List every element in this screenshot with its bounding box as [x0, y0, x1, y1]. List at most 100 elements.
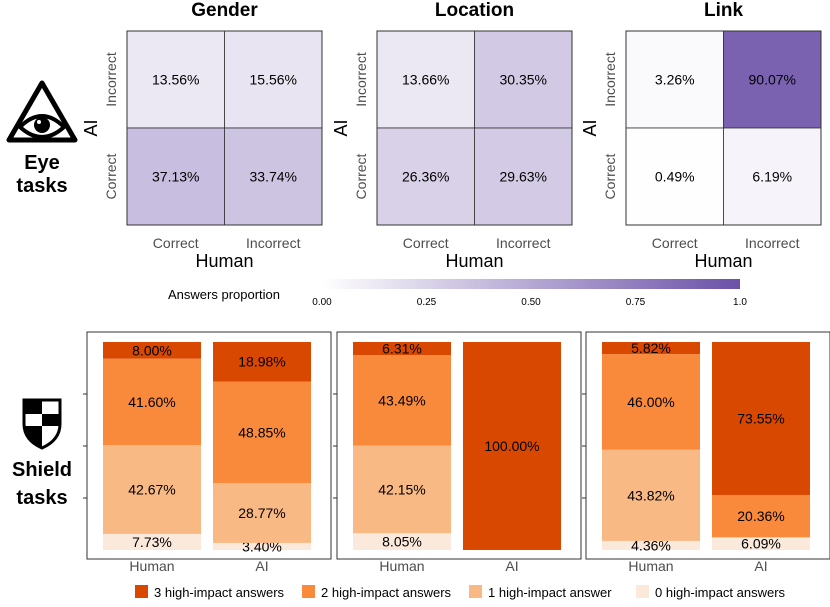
heatmap-location: Location 13.66% 30.35% 26.36% 29.63% Correct I…	[331, 0, 573, 271]
legend-swatch	[135, 585, 148, 598]
colorbar-tick-label: 0.50	[521, 297, 541, 308]
heatmap-link: Link 3.26% 90.07% 0.49% 6.19% Correct Incorrec…	[580, 0, 822, 271]
bar-x-tick-label: Human	[129, 558, 174, 574]
heatmap-cell	[126, 127, 225, 226]
bar-segment	[103, 533, 201, 550]
heatmap-cell	[224, 30, 323, 129]
bar-segment	[602, 354, 700, 450]
heatmap-cell	[625, 30, 724, 129]
heatmap-cell-label: 13.66%	[402, 72, 449, 88]
heatmap-cell-label: 3.26%	[655, 72, 695, 88]
heatmap-y-tick-label: Correct	[602, 153, 618, 199]
heatmap-y-tick-label: Incorrect	[602, 52, 618, 107]
bar-segment	[213, 483, 311, 543]
stacked-bar-panel-link: 4.36% 43.82% 46.00% 5.82% Human 6.09% 20.36% 73…	[582, 331, 830, 574]
heatmap-cell-label: 6.19%	[752, 169, 792, 185]
heatmap-cell-label: 33.74%	[250, 169, 297, 185]
bar-segment	[602, 540, 700, 550]
heatmap-cell	[723, 127, 822, 226]
heatmap-x-tick-label: Incorrect	[246, 235, 301, 251]
heatmap-cell-label: 29.63%	[500, 169, 547, 185]
bar-segment-label: 73.55%	[737, 410, 784, 426]
bar-x-tick-label: Human	[379, 558, 424, 574]
bar-segment-label: 18.98%	[238, 354, 285, 370]
heatmap-gender: Gender 13.56% 15.56% 37.13% 33.74% Correct Inc…	[81, 0, 323, 271]
shield-tasks-label-line1: Shield	[12, 459, 72, 481]
bar-segment	[103, 342, 201, 359]
legend-label: 0 high-impact answers	[655, 585, 786, 600]
bar-segment	[353, 445, 451, 534]
bar-x-tick-label: AI	[255, 558, 268, 574]
heatmap-y-axis-title: AI	[331, 119, 351, 136]
bar-x-tick-label: AI	[754, 558, 767, 574]
heatmap-x-tick-label: Correct	[652, 235, 698, 251]
bar-x-tick-label: AI	[505, 558, 518, 574]
heatmap-cell-label: 30.35%	[500, 72, 547, 88]
heatmap-title: Gender	[191, 0, 258, 21]
bar-segment-label: 28.77%	[238, 505, 285, 521]
bar-segment	[712, 494, 810, 538]
heatmap-cell	[474, 30, 573, 129]
stacked-bar-panel-gender: 7.73%42.67%41.60%8.00%Human3.40%28.77%48…	[83, 331, 332, 574]
heatmap-cell-label: 0.49%	[655, 169, 695, 185]
heatmap-x-axis-title: Human	[445, 251, 503, 271]
shield-tasks-label-line2: tasks	[16, 487, 67, 509]
heatmap-cell	[474, 127, 573, 226]
heatmap-x-tick-label: Correct	[403, 235, 449, 251]
bar-segment-label: 6.31%	[382, 341, 422, 357]
eye-in-triangle-icon	[6, 80, 78, 143]
heatmap-x-axis-title: Human	[195, 251, 253, 271]
bar-segment-label: 42.67%	[128, 482, 175, 498]
eye-tasks-label-line2: tasks	[16, 175, 67, 197]
bar-segment	[712, 342, 810, 495]
legend-label: 1 high-impact answer	[488, 585, 612, 600]
colorbar	[322, 279, 740, 289]
bar-segment-label: 100.00%	[484, 438, 539, 454]
legend-label: 2 high-impact answers	[321, 585, 452, 600]
eye-tasks-label-line1: Eye	[24, 152, 60, 174]
heatmap-y-axis-title: AI	[81, 119, 101, 136]
heatmap-title: Link	[704, 0, 743, 21]
bar-segment-label: 41.60%	[128, 394, 175, 410]
colorbar-title: Answers proportion	[168, 287, 280, 302]
heatmap-x-tick-label: Incorrect	[496, 235, 551, 251]
heatmap-y-tick-label: Correct	[353, 153, 369, 199]
bar-segment	[602, 449, 700, 541]
bar-segment-label: 20.36%	[737, 508, 784, 524]
bar-segment	[353, 342, 451, 356]
bar-segment-label: 46.00%	[627, 394, 674, 410]
bar-segment-label: 8.00%	[132, 342, 172, 358]
heatmap-border	[126, 30, 323, 226]
bar-segment	[213, 381, 311, 484]
heatmap-y-tick-label: Incorrect	[103, 52, 119, 107]
bar-x-tick-label: Human	[628, 558, 673, 574]
bar-segment-label: 43.82%	[627, 487, 674, 503]
legend-swatch	[302, 585, 315, 598]
bar-segment-label: 5.82%	[631, 340, 671, 356]
colorbar-tick-label: 0.75	[626, 297, 646, 308]
bar-segment	[103, 358, 201, 446]
bar-segment-label: 6.09%	[741, 536, 781, 552]
colorbar-tick-label: 0.00	[312, 297, 332, 308]
legend-swatch	[636, 585, 649, 598]
stacked-bar-panel-location: 8.05% 42.15% 43.49% 6.31% Human 100.00% AI	[333, 331, 582, 574]
heatmap-cell-label: 26.36%	[402, 169, 449, 185]
bar-segment	[353, 533, 451, 550]
bar-segment	[103, 445, 201, 534]
bar-segment	[353, 355, 451, 446]
bar-segment	[213, 542, 311, 550]
heatmap-cell-label: 37.13%	[152, 169, 199, 185]
bar-segment-label: 42.15%	[378, 481, 425, 497]
heatmap-cell	[126, 30, 225, 129]
heatmap-title: Location	[435, 0, 514, 21]
heatmap-cell	[723, 30, 822, 129]
heatmap-y-tick-label: Correct	[103, 153, 119, 199]
heatmap-x-axis-title: Human	[694, 251, 752, 271]
bar-segment	[463, 342, 561, 550]
bar-segment	[712, 537, 810, 550]
heatmap-cell	[224, 127, 323, 226]
heatmap-cell-label: 15.56%	[250, 72, 297, 88]
bar-segment-label: 43.49%	[378, 392, 425, 408]
heatmap-border	[376, 30, 573, 226]
